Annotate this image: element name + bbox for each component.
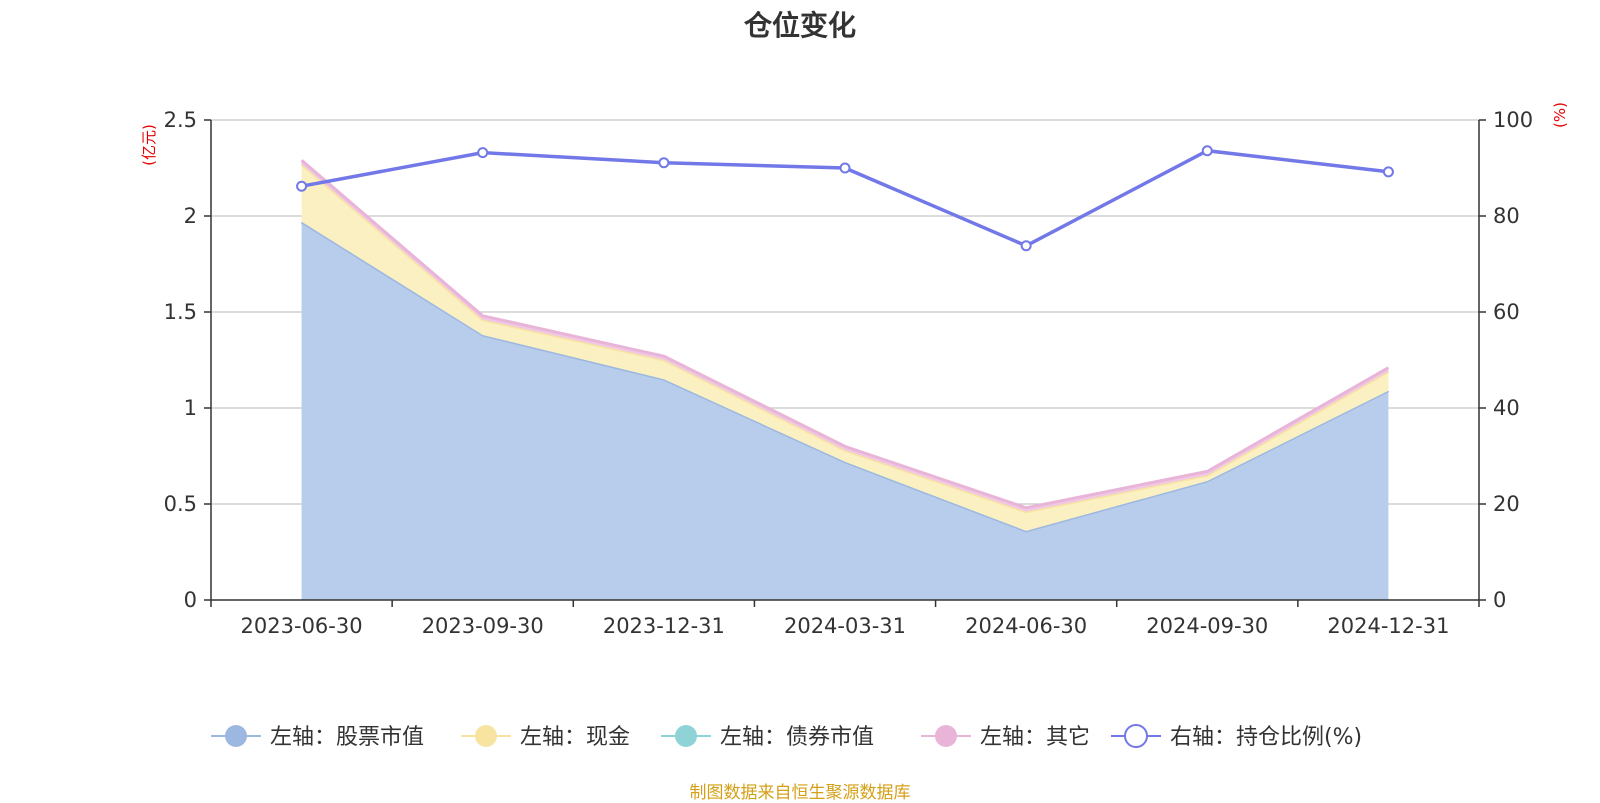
ratio-point	[1201, 145, 1213, 157]
legend-label: 左轴：现金	[520, 725, 630, 750]
x-tick-label: 2024-12-31	[1327, 614, 1449, 638]
area-series-1	[301, 164, 1389, 531]
ratio-point	[1382, 166, 1394, 178]
right-tick-label: 60	[1493, 300, 1520, 324]
legend-label: 左轴：债券市值	[720, 725, 874, 750]
right-tick-label: 0	[1493, 588, 1506, 612]
x-tick-label: 2024-03-31	[784, 614, 906, 638]
right-tick-label: 100	[1493, 108, 1533, 132]
stacked-areas	[300, 159, 1390, 601]
ratio-point	[477, 147, 489, 159]
x-tick-label: 2023-09-30	[422, 614, 544, 638]
ratio-line	[296, 145, 1394, 252]
legend-swatch-marker	[1124, 724, 1148, 748]
legend-swatch-marker	[475, 725, 497, 747]
legend-swatch-marker	[225, 725, 247, 747]
left-tick-label: 0	[184, 588, 197, 612]
x-tick-label: 2023-12-31	[603, 614, 725, 638]
legend-item-3: 左轴：其它	[921, 725, 1090, 750]
right-tick-label: 40	[1493, 396, 1520, 420]
right-tick-label: 20	[1493, 492, 1520, 516]
legend-swatch-marker	[675, 725, 697, 747]
x-tick-label: 2023-06-30	[241, 614, 363, 638]
legend-item-4: 右轴：持仓比例(%)	[1111, 724, 1362, 750]
left-tick-label: 1	[184, 396, 197, 420]
legend-label: 右轴：持仓比例(%)	[1170, 725, 1362, 750]
chart-title: 仓位变化	[743, 9, 856, 42]
right-axis-unit: (%)	[1551, 102, 1569, 128]
left-axis-unit: (亿元)	[140, 124, 158, 166]
left-tick-label: 2.5	[164, 108, 197, 132]
legend-label: 左轴：股票市值	[270, 725, 424, 750]
source-note: 制图数据来自恒生聚源数据库	[689, 783, 911, 803]
legend-item-0: 左轴：股票市值	[211, 725, 424, 750]
legend: 左轴：股票市值 左轴：现金 左轴：债券市值 左轴：其它 右轴：持仓比例(%)	[211, 724, 1362, 750]
left-tick-label: 2	[184, 204, 197, 228]
legend-item-1: 左轴：现金	[461, 725, 630, 750]
x-tick-label: 2024-06-30	[965, 614, 1087, 638]
right-tick-label: 80	[1493, 204, 1520, 228]
left-tick-label: 1.5	[164, 300, 197, 324]
left-tick-label: 0.5	[164, 492, 197, 516]
ratio-point	[1020, 240, 1032, 252]
legend-item-2: 左轴：债券市值	[661, 725, 874, 750]
legend-label: 左轴：其它	[980, 725, 1090, 750]
area-edge-3	[300, 159, 1390, 510]
ratio-point	[658, 157, 670, 169]
ratio-point	[296, 180, 308, 192]
axes: 2023-06-30 2023-09-30 2023-12-31 2024-03-31…	[140, 102, 1569, 638]
legend-swatch-marker	[935, 725, 957, 747]
ratio-point	[839, 162, 851, 174]
x-tick-label: 2024-09-30	[1146, 614, 1268, 638]
area-series-0	[301, 221, 1389, 601]
